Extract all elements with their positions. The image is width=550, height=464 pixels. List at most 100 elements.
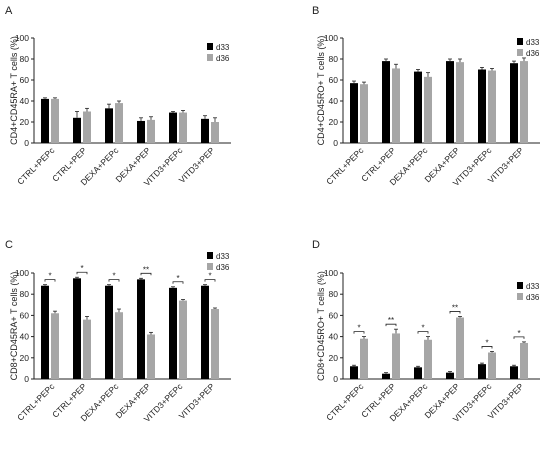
y-tick-label: 0 [333, 374, 338, 384]
legend-swatch-d33 [207, 252, 213, 259]
legend-swatch-d36 [207, 54, 213, 61]
y-tick-label: 100 [324, 268, 338, 278]
y-tick-label: 80 [329, 54, 339, 64]
y-axis-label: CD4+CD45RO+ T cells (%) [316, 36, 326, 146]
bar-d33 [105, 285, 113, 379]
y-tick-label: 40 [329, 96, 339, 106]
significance-label: ** [388, 316, 394, 325]
significance-label: * [485, 338, 488, 347]
significance-label: * [421, 324, 424, 333]
y-tick-label: 60 [329, 310, 339, 320]
legend-label: d36 [526, 293, 540, 302]
y-axis-label: CD4+CD45RA+ T cells (%) [9, 36, 19, 145]
y-tick-label: 20 [20, 117, 30, 127]
legend-swatch-d33 [517, 38, 523, 45]
bar-d33 [41, 98, 49, 143]
bar-d36 [115, 312, 123, 379]
y-tick-label: 0 [333, 138, 338, 148]
bar-d33 [105, 108, 113, 143]
bar-d33 [201, 285, 209, 379]
y-tick-label: 20 [20, 353, 30, 363]
bar-d36 [51, 98, 59, 143]
y-axis-label: CD8+CD45RA+ T cells (%) [9, 272, 19, 381]
y-tick-label: 80 [329, 289, 339, 299]
significance-bracket [172, 281, 184, 284]
panel-letter: B [312, 5, 319, 17]
bar-d36 [83, 111, 91, 143]
significance-bracket [76, 271, 88, 275]
bar-d36 [456, 317, 464, 379]
significance-label: * [112, 272, 115, 281]
bar-d33 [414, 367, 422, 379]
bar-d33 [201, 118, 209, 143]
significance-bracket [417, 331, 429, 334]
x-tick-label: CTRL+PEPc [324, 145, 366, 187]
y-tick-label: 100 [324, 33, 338, 43]
significance-bracket [385, 323, 397, 327]
bar-d36 [179, 112, 187, 143]
legend-swatch-d33 [517, 282, 523, 289]
y-tick-label: 60 [20, 75, 30, 85]
bar-d36 [424, 76, 432, 143]
bar-d33 [73, 117, 81, 143]
bar-d33 [446, 372, 454, 379]
bar-d36 [456, 62, 464, 143]
bar-d33 [510, 63, 518, 144]
significance-bracket [108, 279, 120, 282]
legend-swatch-d36 [517, 293, 523, 300]
y-axis-label: CD8+CD45RO+ T cells (%) [316, 271, 326, 381]
significance-bracket [44, 279, 56, 282]
bar-d33 [414, 71, 422, 143]
y-tick-label: 100 [15, 268, 29, 278]
bar-d33 [382, 373, 390, 379]
bar-d36 [488, 70, 496, 143]
y-tick-label: 20 [329, 353, 339, 363]
legend-label: d33 [216, 43, 230, 52]
significance-bracket [140, 272, 152, 276]
significance-label: * [357, 324, 360, 333]
panel-letter: D [312, 239, 320, 251]
significance-label: ** [143, 265, 149, 274]
bar-d33 [382, 61, 390, 143]
bar-d33 [137, 279, 145, 379]
bar-d36 [179, 300, 187, 379]
legend-label: d36 [526, 49, 540, 58]
bar-d36 [360, 84, 368, 143]
bar-d36 [520, 61, 528, 143]
bar-d36 [147, 334, 155, 379]
legend-label: d36 [216, 54, 230, 63]
bar-d36 [51, 313, 59, 379]
bar-d33 [478, 364, 486, 379]
significance-label: * [517, 329, 520, 338]
significance-bracket [513, 336, 525, 339]
bar-d36 [424, 339, 432, 379]
x-tick-label: CTRL+PEPc [15, 145, 57, 187]
panel-letter: A [5, 5, 13, 17]
y-tick-label: 60 [329, 75, 339, 85]
significance-label: * [176, 274, 179, 283]
significance-label: ** [452, 303, 458, 312]
y-tick-label: 40 [20, 96, 30, 106]
bar-d36 [115, 103, 123, 143]
bar-d36 [392, 333, 400, 379]
bar-d36 [211, 122, 219, 143]
legend-label: d36 [216, 263, 230, 272]
significance-label: * [80, 264, 83, 273]
y-tick-label: 80 [20, 54, 30, 64]
x-tick-label: CTRL+PEPc [15, 381, 57, 423]
bar-d36 [488, 352, 496, 379]
y-tick-label: 0 [24, 374, 29, 384]
panel-letter: C [5, 239, 13, 251]
legend-swatch-d36 [207, 263, 213, 270]
bar-d33 [510, 366, 518, 379]
significance-bracket [204, 279, 216, 282]
legend-label: d33 [216, 252, 230, 261]
bar-d36 [392, 68, 400, 143]
bar-d36 [147, 119, 155, 143]
legend-label: d33 [526, 38, 540, 47]
bar-d33 [350, 83, 358, 143]
